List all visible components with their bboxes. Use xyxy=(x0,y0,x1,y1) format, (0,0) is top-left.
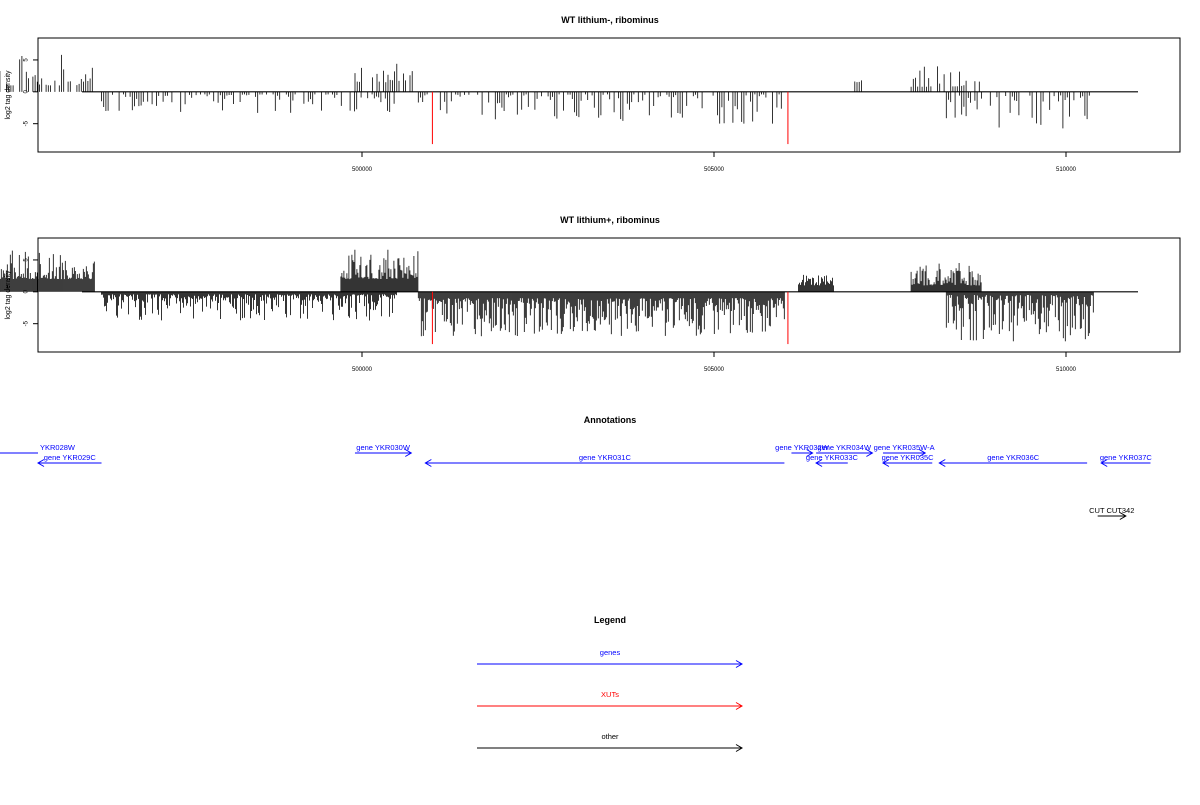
feature-label: gene YKR036C xyxy=(987,453,1040,462)
y-tick-label: 5 xyxy=(24,258,30,262)
x-tick-label: 505000 xyxy=(704,167,725,173)
panel-title: WT lithium-, ribominus xyxy=(561,15,659,25)
arrow-head-icon xyxy=(806,449,814,457)
legend-label: genes xyxy=(600,648,621,657)
arrow-head-icon xyxy=(37,459,45,467)
feature-gene-ykr030w: gene YKR030W xyxy=(354,443,413,457)
x-tick-label: 510000 xyxy=(1056,367,1077,373)
x-tick-label: 505000 xyxy=(704,367,725,373)
arrow-head-icon xyxy=(1119,512,1127,520)
legend-title: Legend xyxy=(594,615,626,625)
feature-label: gene YKR035C xyxy=(882,453,935,462)
y-tick-label: 0 xyxy=(24,289,30,293)
panel-lithium-minus: WT lithium-, ribominus log2 tag density … xyxy=(0,15,1181,173)
arrow-head-icon xyxy=(918,449,927,457)
feature-label: gene YKR029C xyxy=(44,453,97,462)
x-tick-label: 510000 xyxy=(1056,167,1077,173)
arrow-head-icon xyxy=(735,660,743,668)
arrow-head-icon xyxy=(735,702,743,710)
signal-bars xyxy=(0,54,1138,145)
x-axis: 500000 505000 510000 xyxy=(352,152,1077,173)
panel-lithium-plus: WT lithium+, ribominus log2 tag density … xyxy=(0,215,1181,373)
arrow-head-icon xyxy=(881,459,890,467)
arrow-head-icon xyxy=(405,449,413,457)
feature-ykr028w: YKR028W xyxy=(0,443,76,454)
x-tick-label: 500000 xyxy=(352,167,373,173)
feature-label: gene YKR032W xyxy=(775,443,830,452)
feature-gene-ykr029c: gene YKR029C xyxy=(37,453,102,467)
feature-label: gene YKR031C xyxy=(579,453,632,462)
y-tick-label: 0 xyxy=(24,89,30,93)
plot-frame xyxy=(37,237,1181,353)
plot-frame xyxy=(37,37,1181,153)
arrow-head-icon xyxy=(735,744,743,752)
legend-item-genes: genes xyxy=(477,648,743,668)
feature-gene-ykr037c: gene YKR037C xyxy=(1100,453,1153,467)
y-tick-label: -5 xyxy=(24,120,30,126)
panel-title: WT lithium+, ribominus xyxy=(560,215,660,225)
y-axis-label: log2 tag density xyxy=(5,270,12,320)
legend-item-other: other xyxy=(477,732,743,752)
feature-label: gene YKR035W-A xyxy=(874,443,935,452)
feature-gene-ykr036c: gene YKR036C xyxy=(938,453,1088,467)
feature-gene-ykr035c: gene YKR035C xyxy=(881,453,935,467)
feature-label: YKR028W xyxy=(40,443,76,452)
feature-label: gene YKR030W xyxy=(356,443,411,452)
signal-bars xyxy=(0,249,1138,345)
feature-gene-ykr035w-a: gene YKR035W-A xyxy=(874,443,935,457)
x-tick-label: 500000 xyxy=(352,367,373,373)
arrow-head-icon xyxy=(866,449,874,457)
y-tick-label: -5 xyxy=(24,320,30,326)
y-tick-label: 5 xyxy=(24,58,30,62)
feature-cut-cut342: CUT CUT342 xyxy=(1089,506,1134,520)
legend-label: other xyxy=(601,732,619,741)
legend-label: XUTs xyxy=(601,690,619,699)
arrow-head-icon xyxy=(1100,459,1108,467)
feature-label: CUT CUT342 xyxy=(1089,506,1134,515)
x-axis: 500000 505000 510000 xyxy=(352,352,1077,373)
legend-items: genes XUTs other xyxy=(477,648,743,752)
feature-gene-ykr032w: gene YKR032W xyxy=(775,443,830,457)
feature-label: gene YKR033C xyxy=(806,453,859,462)
legend-item-xuts: XUTs xyxy=(477,690,743,710)
arrow-head-icon xyxy=(815,459,823,467)
feature-label: gene YKR037C xyxy=(1100,453,1153,462)
y-axis: -5 0 5 xyxy=(24,258,38,326)
y-axis: -5 0 5 xyxy=(24,58,38,126)
arrow-head-icon xyxy=(424,459,432,467)
y-axis-label: log2 tag density xyxy=(5,70,12,120)
feature-gene-ykr033c: gene YKR033C xyxy=(806,453,859,467)
feature-label: gene YKR034W xyxy=(817,443,872,452)
annotations-title: Annotations xyxy=(584,415,637,425)
arrow-head-icon xyxy=(938,459,946,467)
feature-gene-ykr034w: gene YKR034W xyxy=(816,443,874,457)
legend: Legend genes XUTs other xyxy=(477,615,743,752)
feature-gene-ykr031c: gene YKR031C xyxy=(424,453,785,467)
